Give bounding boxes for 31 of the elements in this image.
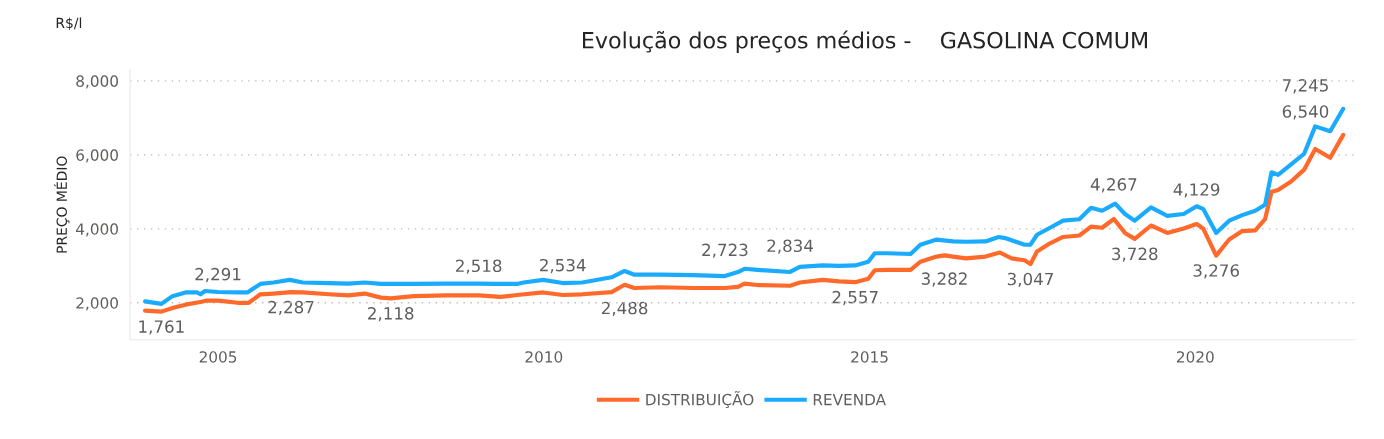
y-tick-label: 2,000 xyxy=(76,297,118,311)
text: R$/l xyxy=(56,17,82,31)
x-tick-label: 2010 xyxy=(525,351,563,363)
x-tick-label: 2015 xyxy=(851,351,888,363)
data-label: 2,723 xyxy=(702,243,748,258)
data-label: 6,540 xyxy=(1282,105,1329,120)
y-tick-label: 6,000 xyxy=(76,149,118,163)
y-axis-title: PREÇO MÉDIO xyxy=(53,156,70,253)
y-tick-label: 8,000 xyxy=(76,75,118,89)
data-label: 2,118 xyxy=(368,307,414,322)
data-label: 4,129 xyxy=(1173,183,1220,198)
data-label: 1,761 xyxy=(139,320,184,335)
chart-title: Evolução dos preços médios - GASOLINA COMUM xyxy=(583,30,1147,53)
data-label: 3,282 xyxy=(921,272,967,287)
legend-label: REVENDA xyxy=(813,394,886,406)
data-label: 7,245 xyxy=(1282,79,1328,94)
data-label: 2,557 xyxy=(832,290,878,306)
data-label: 2,834 xyxy=(767,239,813,254)
y-tick-label: 4,000 xyxy=(75,223,118,237)
legend-label: DISTRIBUIÇÃO xyxy=(646,391,754,409)
data-label: 2,534 xyxy=(540,258,586,274)
data-label: 3,047 xyxy=(1007,272,1053,288)
x-tick-label: 2020 xyxy=(1176,351,1214,363)
data-label: 3,728 xyxy=(1112,247,1158,262)
data-label: 3,276 xyxy=(1193,264,1239,279)
x-tick-label: 2005 xyxy=(199,351,237,363)
data-label: 4,267 xyxy=(1090,178,1137,193)
data-label: 2,518 xyxy=(456,259,502,274)
data-label: 2,291 xyxy=(195,267,241,283)
data-label: 2,488 xyxy=(601,301,648,317)
data-label: 2,287 xyxy=(268,300,314,316)
